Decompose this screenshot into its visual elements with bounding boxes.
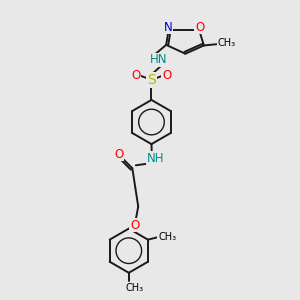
Text: NH: NH bbox=[146, 152, 164, 165]
Text: O: O bbox=[114, 148, 123, 160]
Text: O: O bbox=[130, 219, 139, 232]
Text: O: O bbox=[131, 69, 141, 82]
Text: CH₃: CH₃ bbox=[158, 232, 176, 242]
Text: CH₃: CH₃ bbox=[126, 284, 144, 293]
Text: CH₃: CH₃ bbox=[218, 38, 236, 48]
Text: O: O bbox=[162, 69, 171, 82]
Text: O: O bbox=[195, 21, 204, 34]
Text: HN: HN bbox=[150, 53, 168, 66]
Text: N: N bbox=[164, 21, 172, 34]
Text: S: S bbox=[147, 73, 156, 87]
